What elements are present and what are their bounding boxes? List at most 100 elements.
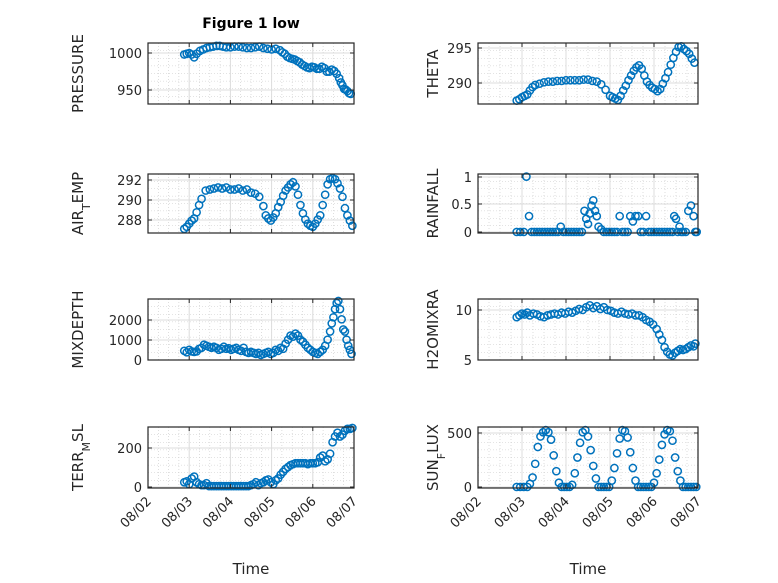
data-point — [515, 227, 525, 237]
data-point — [588, 76, 597, 86]
data-point — [226, 185, 235, 194]
data-point — [671, 214, 681, 224]
data-point — [347, 349, 356, 359]
data-point — [192, 207, 201, 217]
y-tick-label: 1000 — [109, 47, 142, 62]
data-point — [205, 185, 215, 194]
data-point — [592, 211, 602, 221]
data-point — [533, 442, 543, 452]
data-point — [329, 312, 338, 322]
x-axis-label: Time — [569, 560, 607, 578]
data-point — [691, 339, 700, 348]
data-point — [618, 86, 628, 95]
data-point — [315, 211, 325, 220]
panel-1: 295 290 THETA — [424, 42, 699, 105]
data-point — [315, 64, 324, 74]
data-point — [682, 46, 691, 56]
data-point — [315, 347, 325, 357]
data-point — [692, 227, 702, 237]
y-axis-label: PRESSURE — [69, 34, 87, 113]
data-point — [657, 440, 667, 450]
data-point — [219, 342, 229, 352]
data-point — [221, 183, 231, 192]
data-point — [259, 43, 268, 53]
data-point — [539, 77, 549, 87]
axes-box — [477, 426, 699, 489]
data-point — [323, 335, 332, 345]
data-point — [570, 75, 580, 85]
data-point — [323, 180, 332, 189]
data-point — [278, 191, 288, 201]
y-tick-label: 1 — [464, 171, 472, 186]
y-tick-label: 2000 — [109, 314, 142, 329]
x-axis-label: Time — [232, 560, 270, 578]
data-point — [623, 433, 632, 442]
y-tick-label: 200 — [117, 442, 142, 457]
data-point — [573, 453, 582, 462]
data-point — [645, 80, 654, 90]
data-point — [671, 47, 681, 57]
data-point — [607, 476, 617, 485]
data-point — [334, 73, 344, 83]
data-point — [320, 456, 330, 466]
data-point — [557, 76, 566, 86]
data-point — [657, 335, 667, 345]
data-point — [625, 447, 635, 457]
data-point — [343, 211, 352, 220]
y-axis-label: MIXDEPTH — [69, 290, 87, 368]
data-point — [586, 445, 595, 455]
data-point — [583, 219, 593, 229]
data-point — [561, 75, 571, 85]
data-point — [575, 438, 585, 448]
y-axis-label: SUNFLUX — [424, 424, 448, 491]
data-point — [250, 42, 260, 52]
y-tick-label: 10 — [455, 304, 472, 319]
axes-box — [147, 298, 355, 361]
data-point — [338, 325, 348, 334]
y-tick-label: 290 — [447, 77, 472, 92]
data-point — [601, 85, 610, 95]
data-point — [591, 474, 601, 483]
y-tick-label: 0 — [464, 481, 472, 496]
data-point — [665, 426, 675, 436]
data-point — [670, 453, 680, 462]
data-point — [559, 482, 569, 492]
data-point — [271, 476, 281, 485]
data-point — [259, 201, 268, 211]
data-point — [242, 43, 252, 53]
y-tick-label: 0 — [134, 354, 142, 369]
data-point — [574, 227, 584, 237]
data-point — [548, 227, 558, 237]
data-point — [691, 482, 701, 492]
data-point — [615, 434, 625, 443]
data-point — [217, 184, 227, 193]
data-point — [546, 435, 556, 444]
figure-title: Figure 1 low — [202, 16, 300, 32]
data-point — [234, 184, 243, 193]
data-point — [590, 206, 600, 216]
data-point — [254, 192, 264, 202]
data-point — [678, 227, 688, 237]
axes-box — [147, 426, 355, 489]
data-point — [594, 222, 603, 232]
data-point — [566, 75, 575, 85]
data-point — [528, 473, 537, 482]
data-point — [263, 44, 272, 54]
data-point — [549, 451, 559, 460]
y-axis-label: H2OMIXRA — [424, 289, 442, 370]
axes-box — [147, 173, 355, 234]
data-point — [291, 182, 300, 191]
data-point — [348, 423, 357, 433]
data-point — [603, 305, 612, 315]
data-point — [551, 466, 561, 476]
data-point — [673, 466, 683, 476]
data-point — [574, 75, 584, 85]
data-point — [337, 314, 346, 324]
data-point — [221, 42, 231, 52]
axes-box — [477, 298, 699, 361]
data-point — [668, 436, 677, 446]
data-point — [583, 432, 593, 441]
data-point — [271, 44, 281, 54]
data-point — [668, 351, 677, 360]
